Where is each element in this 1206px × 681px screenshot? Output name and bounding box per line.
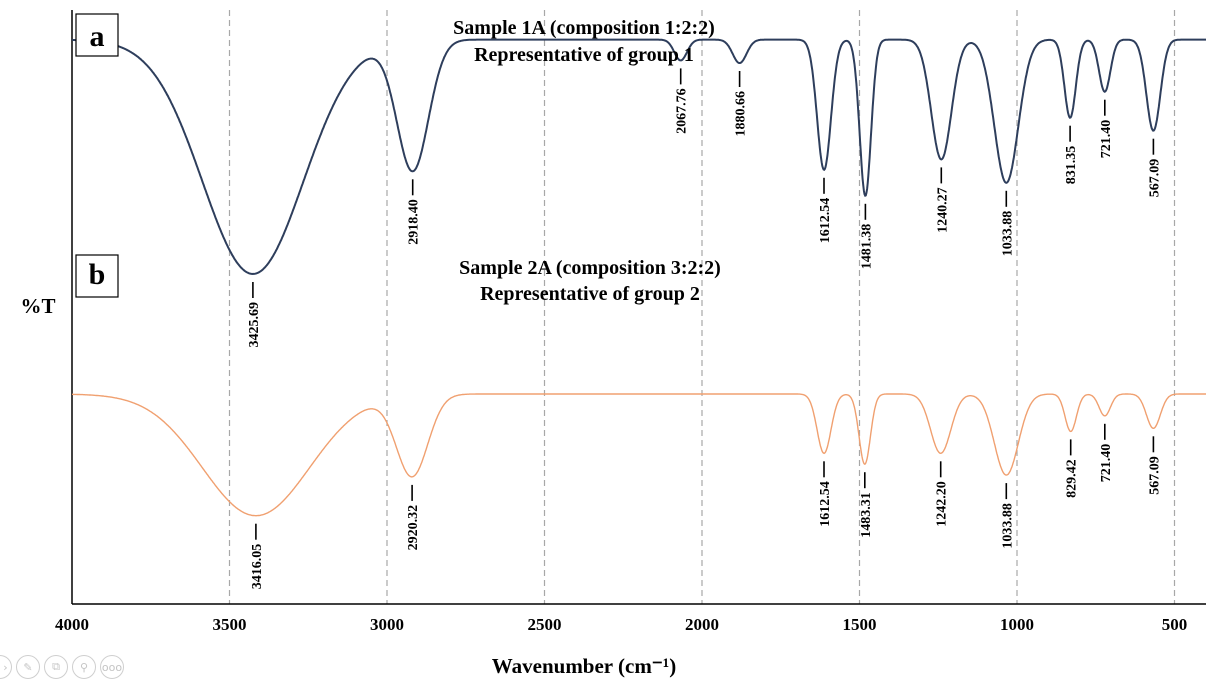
series-curves xyxy=(72,38,1206,517)
series-a-title-line2: Representative of group 1 xyxy=(474,44,694,66)
copy-icon[interactable]: ⧉ xyxy=(44,655,68,679)
x-tick-label: 4000 xyxy=(55,615,89,634)
x-tick-label: 3000 xyxy=(370,615,404,634)
peak-label-group: 3425.69 xyxy=(247,282,262,348)
peak-label: 1240.27 xyxy=(935,187,950,233)
peak-annotations: 3425.69 2918.40 2067.76 1880.66 1612.54 1481.… xyxy=(247,68,1162,590)
grid-lines xyxy=(228,10,1176,604)
peak-label: 1483.31 xyxy=(859,492,874,538)
panel-b-box xyxy=(75,254,119,298)
slide-toolbar: › ✎ ⧉ ⚲ ooo xyxy=(0,655,124,679)
peak-label-group: 1240.27 xyxy=(935,167,950,233)
panel-a-label: a xyxy=(90,20,105,53)
zoom-icon[interactable]: ⚲ xyxy=(72,655,96,679)
peak-label-group: 721.40 xyxy=(1099,99,1114,159)
peak-label: 567.09 xyxy=(1147,456,1162,495)
peak-label-group: 567.09 xyxy=(1147,436,1162,495)
x-tick-label: 1500 xyxy=(843,615,877,634)
peak-label: 2918.40 xyxy=(407,199,422,245)
x-tick-label: 500 xyxy=(1162,615,1188,634)
peak-label: 3416.05 xyxy=(250,544,265,590)
x-tick-label: 2500 xyxy=(528,615,562,634)
peak-label-group: 1481.38 xyxy=(859,203,874,269)
pen-icon[interactable]: ✎ xyxy=(16,655,40,679)
peak-label: 1242.20 xyxy=(935,481,950,527)
peak-label-group: 1242.20 xyxy=(935,461,950,527)
series-a-title-line1: Sample 1A (composition 1:2:2) xyxy=(453,17,715,39)
x-tick-label: 2000 xyxy=(685,615,719,634)
peak-label-group: 831.35 xyxy=(1064,125,1079,185)
series-b-line xyxy=(72,393,1206,517)
peak-label-group: 829.42 xyxy=(1065,439,1080,498)
peak-label: 1033.88 xyxy=(1000,503,1015,548)
peak-label: 829.42 xyxy=(1065,459,1080,498)
peak-label-group: 1880.66 xyxy=(734,71,749,137)
peak-label-group: 567.09 xyxy=(1147,138,1162,198)
panel-b-label: b xyxy=(89,258,106,291)
peak-label-group: 1612.54 xyxy=(818,177,833,244)
series-b-title-line2: Representative of group 2 xyxy=(480,283,700,305)
peak-label-group: 2920.32 xyxy=(406,484,421,551)
series-b-title-line1: Sample 2A (composition 3:2:2) xyxy=(459,257,721,279)
x-axis-title: Wavenumber (cm⁻¹) xyxy=(492,654,676,678)
peak-label-group: 3416.05 xyxy=(250,523,265,590)
peak-label-group: 721.40 xyxy=(1099,423,1114,483)
x-tick-label: 1000 xyxy=(1000,615,1034,634)
peak-label: 1612.54 xyxy=(818,198,833,244)
peak-label: 831.35 xyxy=(1064,146,1079,185)
y-axis-title: %T xyxy=(20,294,55,318)
peak-label: 2920.32 xyxy=(406,505,421,551)
peak-label-group: 1033.88 xyxy=(1000,190,1015,256)
panel-a-box xyxy=(75,13,119,57)
peak-label-group: 2067.76 xyxy=(675,68,690,134)
peak-label-group: 2918.40 xyxy=(407,179,422,245)
peak-label-group: 1483.31 xyxy=(859,472,874,538)
peak-label-group: 1612.54 xyxy=(818,461,833,527)
peak-label: 3425.69 xyxy=(247,302,262,348)
x-tick-label: 3500 xyxy=(213,615,247,634)
more-icon[interactable]: ooo xyxy=(100,655,124,679)
peak-label: 721.40 xyxy=(1099,120,1114,159)
peak-label: 1612.54 xyxy=(818,481,833,527)
peak-label-group: 1033.88 xyxy=(1000,483,1015,549)
peak-label: 1033.88 xyxy=(1000,211,1015,256)
chevron-icon[interactable]: › xyxy=(0,655,12,679)
peak-label: 1880.66 xyxy=(734,91,749,137)
peak-label: 567.09 xyxy=(1147,159,1162,198)
peak-label: 721.40 xyxy=(1099,444,1114,483)
peak-label: 1481.38 xyxy=(859,224,874,269)
x-tick-labels: 4000 3500 3000 2500 2000 1500 1000 500 xyxy=(55,615,1187,634)
peak-label: 2067.76 xyxy=(675,88,690,133)
series-a-line xyxy=(72,38,1206,276)
